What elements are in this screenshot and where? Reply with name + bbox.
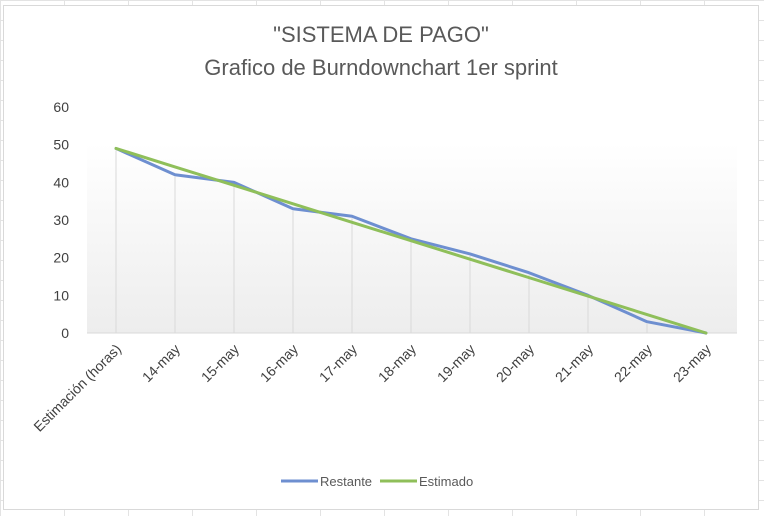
chart-subtitle: Grafico de Burndownchart 1er sprint — [204, 55, 557, 80]
x-tick-label: 16-may — [257, 341, 301, 385]
y-tick-label: 60 — [53, 99, 69, 115]
x-tick-label: 15-may — [198, 341, 242, 385]
legend-label: Restante — [320, 474, 372, 489]
series-line-2 — [114, 146, 708, 335]
legend[interactable]: Restante Estimado — [281, 474, 473, 489]
y-tick-label: 50 — [53, 137, 69, 153]
x-tick-label: 19-may — [434, 341, 478, 385]
x-tick-label: 18-may — [375, 341, 419, 385]
x-tick-label: 17-may — [316, 341, 360, 385]
x-tick-label: 20-may — [493, 341, 537, 385]
series-lines — [114, 146, 708, 335]
x-tick-label: 21-may — [552, 341, 596, 385]
y-axis-ticks: 0 10 20 30 40 50 60 — [53, 99, 69, 341]
y-tick-label: 20 — [53, 250, 69, 266]
x-tick-label: 23-may — [670, 341, 714, 385]
y-tick-label: 30 — [53, 212, 69, 228]
y-tick-label: 0 — [61, 325, 69, 341]
legend-label: Estimado — [419, 474, 473, 489]
x-axis-ticks: Estimación (horas) 14-may 15-may 16-may 17-m… — [30, 341, 714, 435]
y-tick-label: 10 — [53, 287, 69, 303]
chart-title: "SISTEMA DE PAGO" — [273, 22, 489, 47]
x-tick-label: Estimación (horas) — [30, 341, 124, 435]
vertical-gridlines — [115, 150, 707, 335]
y-tick-label: 40 — [53, 174, 69, 190]
x-tick-label: 22-may — [611, 341, 655, 385]
x-tick-label: 14-may — [139, 341, 183, 385]
